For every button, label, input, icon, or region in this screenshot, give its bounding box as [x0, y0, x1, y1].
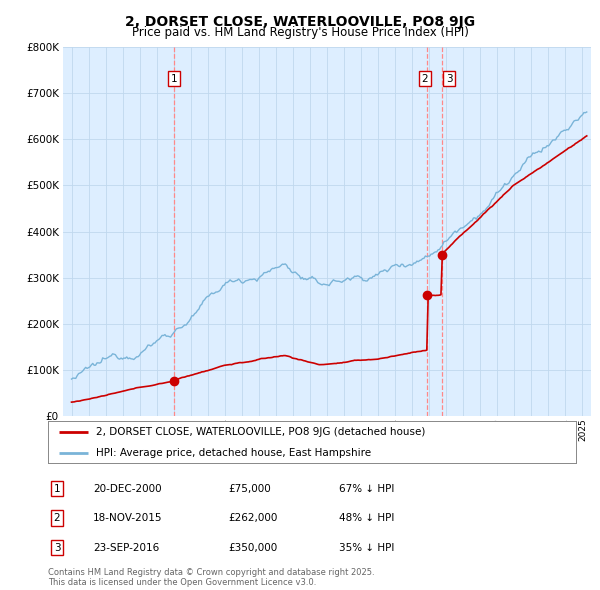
Text: 35% ↓ HPI: 35% ↓ HPI	[339, 543, 394, 552]
Text: 2: 2	[53, 513, 61, 523]
Text: 2: 2	[422, 74, 428, 84]
Text: £262,000: £262,000	[228, 513, 277, 523]
Text: 67% ↓ HPI: 67% ↓ HPI	[339, 484, 394, 493]
Text: 2, DORSET CLOSE, WATERLOOVILLE, PO8 9JG (detached house): 2, DORSET CLOSE, WATERLOOVILLE, PO8 9JG …	[95, 427, 425, 437]
Text: 23-SEP-2016: 23-SEP-2016	[93, 543, 159, 552]
Text: 3: 3	[446, 74, 452, 84]
Text: 20-DEC-2000: 20-DEC-2000	[93, 484, 161, 493]
Text: 1: 1	[53, 484, 61, 493]
Text: 3: 3	[53, 543, 61, 552]
Text: 1: 1	[170, 74, 177, 84]
Text: £350,000: £350,000	[228, 543, 277, 552]
Text: 18-NOV-2015: 18-NOV-2015	[93, 513, 163, 523]
Text: Price paid vs. HM Land Registry's House Price Index (HPI): Price paid vs. HM Land Registry's House …	[131, 26, 469, 39]
Text: 48% ↓ HPI: 48% ↓ HPI	[339, 513, 394, 523]
Text: £75,000: £75,000	[228, 484, 271, 493]
Text: Contains HM Land Registry data © Crown copyright and database right 2025.
This d: Contains HM Land Registry data © Crown c…	[48, 568, 374, 587]
Text: HPI: Average price, detached house, East Hampshire: HPI: Average price, detached house, East…	[95, 448, 371, 457]
Text: 2, DORSET CLOSE, WATERLOOVILLE, PO8 9JG: 2, DORSET CLOSE, WATERLOOVILLE, PO8 9JG	[125, 15, 475, 30]
